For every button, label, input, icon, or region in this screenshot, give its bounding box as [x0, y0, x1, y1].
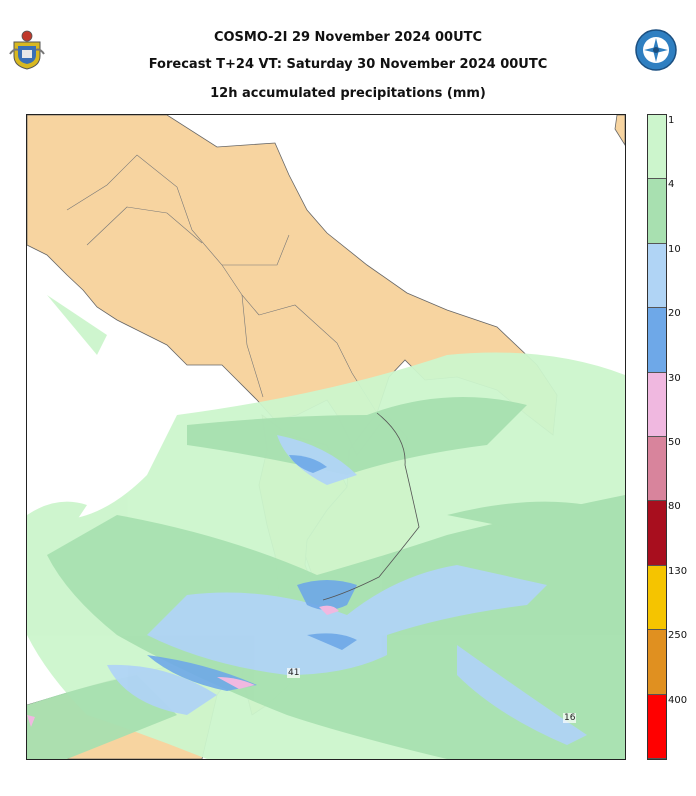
- coastline: [322, 412, 420, 601]
- map-title-line-2: Forecast T+24 VT: Saturday 30 November 2…: [148, 57, 548, 72]
- map-title-line-1: COSMO-2I 29 November 2024 00UTC: [213, 30, 483, 45]
- max-value-label: 16: [563, 713, 577, 723]
- colorbar-label: 1: [668, 115, 675, 126]
- colorbar-label: 80: [668, 501, 681, 513]
- precip-10mm-layer: [107, 435, 587, 745]
- colorbar-segment: [648, 243, 666, 309]
- max-value-label: 41: [287, 668, 301, 678]
- colorbar-label: 400: [668, 694, 688, 706]
- colorbar-label: 10: [668, 243, 681, 255]
- region-boundaries: [66, 154, 378, 414]
- south-tip-land: [614, 115, 625, 146]
- colorbar-label: 30: [668, 372, 681, 384]
- air-force-emblem-icon: [9, 30, 45, 70]
- precipitation-map: [26, 114, 626, 760]
- colorbar-label: 50: [668, 437, 681, 448]
- precip-30mm-layer: [27, 605, 339, 727]
- colorbar-segment: [648, 179, 666, 244]
- colorbar-label: 130: [668, 565, 688, 577]
- colorbar-segment: [648, 308, 666, 373]
- colorbar-label: 250: [668, 630, 688, 642]
- colorbar-label: 4: [668, 179, 675, 191]
- colorbar-label: 20: [668, 308, 681, 320]
- colorbar-segment: [648, 694, 666, 759]
- map-canvas: [27, 115, 625, 759]
- meteo-service-logo-icon: [635, 29, 677, 71]
- colorbar-segment: [648, 630, 666, 695]
- colorbar-segment: [648, 501, 666, 566]
- map-title-line-3: 12h accumulated precipitations (mm): [210, 86, 486, 101]
- precip-colorbar: [647, 114, 667, 760]
- colorbar-segment: [648, 372, 666, 437]
- colorbar-segment: [648, 115, 666, 180]
- colorbar-segment: [648, 565, 666, 631]
- colorbar-segment: [648, 437, 666, 502]
